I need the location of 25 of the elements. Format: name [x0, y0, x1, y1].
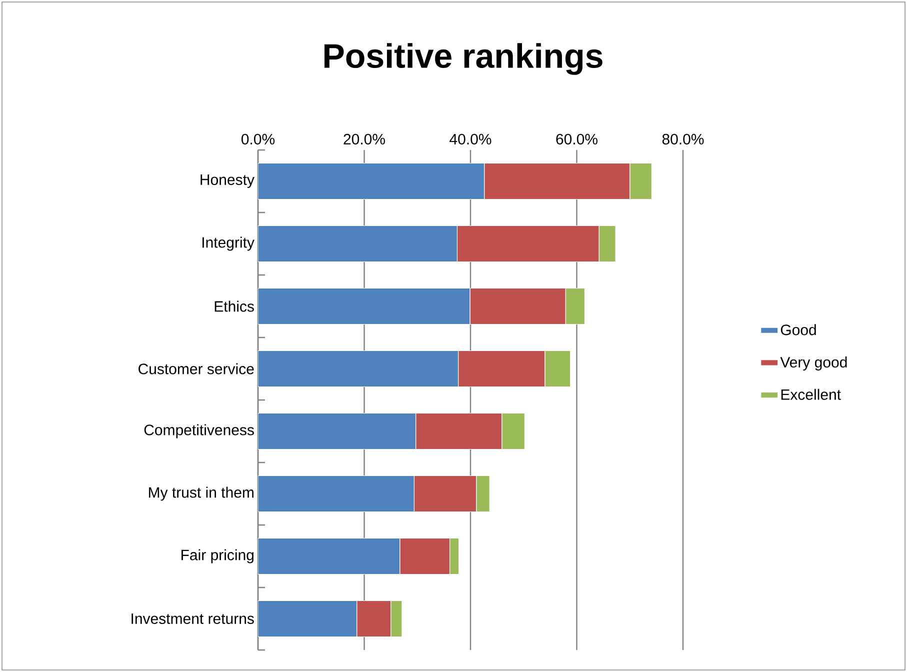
x-tick-label: 20.0%: [344, 134, 385, 144]
y-tick-label: Ethics: [214, 300, 254, 312]
bar: [258, 412, 416, 450]
bar: [258, 162, 485, 200]
legend-label: Very good: [780, 356, 847, 371]
bar: [258, 225, 458, 262]
legend-label: Excellent: [781, 388, 841, 400]
y-tick-label: Integrity: [202, 236, 254, 251]
bar: [258, 538, 400, 575]
x-tick-label: 40.0%: [450, 134, 492, 144]
y-tick-label: Fair pricing: [182, 549, 254, 564]
x-tick-label: 0.0%: [241, 134, 275, 144]
y-tick-label: My trust in them: [149, 486, 254, 501]
y-tick-label: Competitiveness: [144, 424, 254, 438]
bar: [258, 350, 459, 388]
bar: [258, 288, 470, 325]
bar: [258, 600, 358, 638]
legend-label: Good: [780, 324, 816, 336]
y-tick-label: Investment returns: [132, 614, 254, 624]
bar: [258, 475, 414, 512]
y-tick-label: Customer service: [138, 363, 254, 374]
chart-title: Positive rankings: [324, 43, 602, 75]
x-tick-label: 80.0%: [662, 134, 704, 144]
y-tick-label: Honesty: [200, 174, 254, 188]
x-tick-label: 60.0%: [556, 134, 598, 144]
